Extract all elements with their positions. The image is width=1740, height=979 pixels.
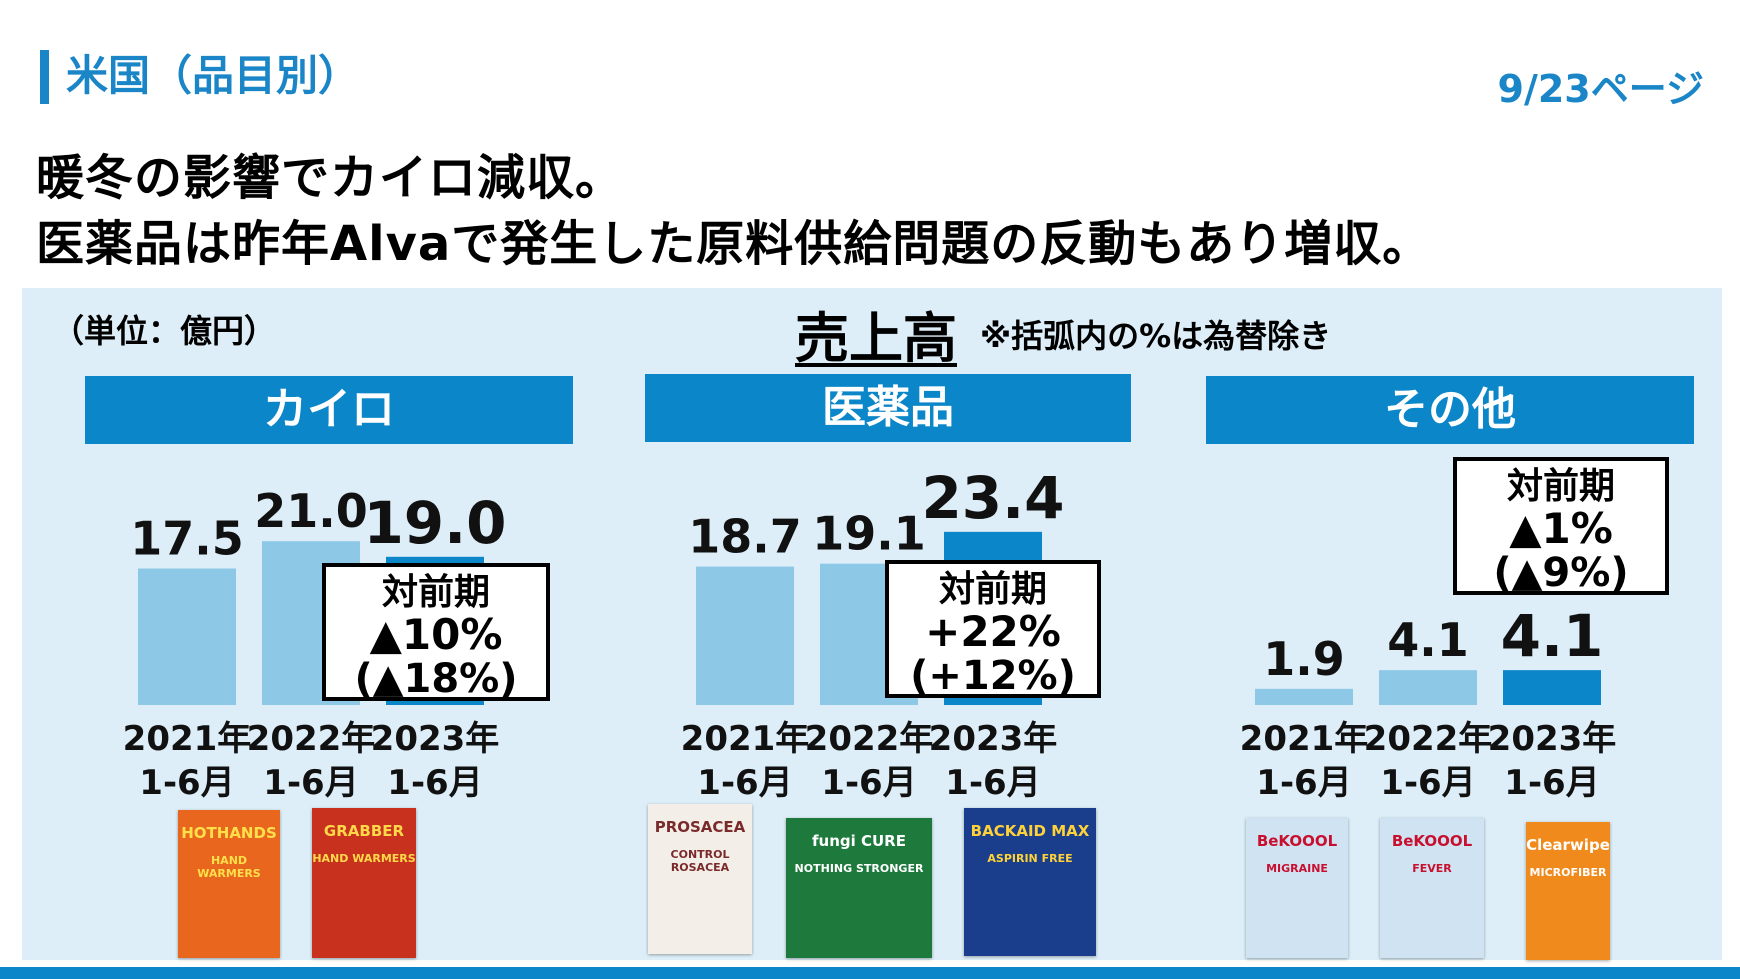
category-label-2-0-1: 1-6月	[1256, 763, 1351, 803]
yoy-change: +22%	[925, 607, 1061, 656]
product-image-6: BeKOOOL FEVER	[1380, 818, 1484, 958]
value-label-2-1: 4.1	[1387, 613, 1469, 667]
product-image-5: BeKOOOL MIGRAINE	[1246, 818, 1348, 958]
page-number: 9/23ページ	[1497, 67, 1704, 111]
headline-line-2: 医薬品は昨年Alvaで発生した原料供給問題の反動もあり増収。	[36, 216, 1432, 272]
product-name: BeKOOOL	[1256, 832, 1338, 850]
product-image-1: GRABBER HAND WARMERS	[312, 808, 416, 958]
product-subtitle: MICROFIBER	[1529, 866, 1607, 879]
category-header-other: その他	[1206, 376, 1694, 444]
yoy-label: 対前期	[381, 572, 490, 613]
category-header-kairo: カイロ	[85, 376, 573, 444]
product-name: HOTHANDS	[181, 824, 277, 842]
category-label-1-2-1: 1-6月	[945, 763, 1040, 803]
yoy-box-medicine: 対前期 +22% (+12%)	[885, 560, 1101, 698]
yoy-box-other: 対前期 ▲1% (▲9%)	[1453, 457, 1669, 595]
product-subtitle: CONTROL ROSACEA	[670, 848, 730, 874]
yoy-ex-fx: (▲9%)	[1493, 550, 1629, 596]
sales-note: ※括弧内の%は為替除き	[980, 317, 1332, 355]
value-label-1-2: 23.4	[921, 464, 1064, 532]
category-label-1-2-0: 2023年	[929, 719, 1058, 759]
product-image-2: PROSACEA CONTROL ROSACEA	[648, 804, 752, 954]
product-subtitle: HAND WARMERS	[197, 854, 261, 880]
product-subtitle: MIGRAINE	[1266, 862, 1328, 875]
product-image-0: HOTHANDS HAND WARMERS	[178, 810, 280, 958]
category-label-2-2-1: 1-6月	[1504, 763, 1599, 803]
unit-label: （単位：億円）	[52, 312, 277, 350]
yoy-label: 対前期	[1506, 466, 1615, 507]
category-label-1-1-0: 2022年	[805, 719, 934, 759]
category-label-0-0-0: 2021年	[123, 719, 252, 759]
product-subtitle: FEVER	[1412, 862, 1452, 875]
value-label-1-1: 19.1	[812, 507, 926, 561]
product-name: Clearwipe	[1526, 836, 1610, 854]
product-name: BACKAID MAX	[970, 822, 1090, 840]
category-label-0-1-0: 2022年	[247, 719, 376, 759]
category-label-2-1-0: 2022年	[1364, 719, 1493, 759]
value-label-0-0: 17.5	[130, 512, 244, 566]
bar-0-0	[138, 568, 236, 705]
product-name: PROSACEA	[654, 818, 746, 836]
value-label-2-2: 4.1	[1501, 602, 1604, 670]
category-label-0-0-1: 1-6月	[139, 763, 234, 803]
value-label-1-0: 18.7	[688, 510, 802, 564]
category-label-2-2-0: 2023年	[1488, 719, 1617, 759]
sales-title: 売上高	[795, 307, 957, 370]
category-header-medicine: 医薬品	[645, 374, 1131, 442]
product-name: BeKOOOL	[1391, 832, 1473, 850]
section-title: 米国（品目別）	[66, 51, 361, 100]
product-image-3: fungi CURE NOTHING STRONGER	[786, 818, 932, 958]
bar-2-0	[1255, 688, 1353, 705]
product-subtitle: HAND WARMERS	[312, 852, 416, 865]
yoy-label: 対前期	[938, 569, 1047, 610]
headline: 暖冬の影響でカイロ減収。 医薬品は昨年Alvaで発生した原料供給問題の反動もあり…	[36, 145, 1431, 277]
product-subtitle: ASPIRIN FREE	[987, 852, 1073, 865]
category-label-0-2-1: 1-6月	[387, 763, 482, 803]
value-label-2-0: 1.9	[1263, 632, 1345, 686]
yoy-change: ▲10%	[369, 610, 503, 659]
yoy-ex-fx: (▲18%)	[354, 656, 518, 702]
category-label-0-1-1: 1-6月	[263, 763, 358, 803]
product-name: fungi CURE	[812, 832, 906, 850]
category-label-1-1-1: 1-6月	[821, 763, 916, 803]
category-label-1-0-0: 2021年	[681, 719, 810, 759]
product-name: GRABBER	[323, 822, 405, 840]
value-label-0-2: 19.0	[363, 489, 506, 557]
category-label-1-0-1: 1-6月	[697, 763, 792, 803]
section-accent-bar	[40, 50, 49, 104]
product-image-7: Clearwipe MICROFIBER	[1526, 822, 1610, 960]
bar-1-0	[696, 566, 794, 705]
value-label-0-1: 21.0	[254, 484, 368, 538]
category-label-2-0-0: 2021年	[1240, 719, 1369, 759]
category-label-2-1-1: 1-6月	[1380, 763, 1475, 803]
yoy-change: ▲1%	[1509, 504, 1613, 553]
headline-line-1: 暖冬の影響でカイロ減収。	[36, 150, 625, 206]
product-image-4: BACKAID MAX ASPIRIN FREE	[964, 808, 1096, 956]
yoy-box-kairo: 対前期 ▲10% (▲18%)	[322, 563, 550, 701]
bar-2-2	[1503, 670, 1601, 705]
bottom-rule	[0, 967, 1740, 979]
bar-2-1	[1379, 670, 1477, 705]
product-subtitle: NOTHING STRONGER	[794, 862, 924, 875]
yoy-ex-fx: (+12%)	[910, 653, 1076, 699]
category-label-0-2-0: 2023年	[371, 719, 500, 759]
